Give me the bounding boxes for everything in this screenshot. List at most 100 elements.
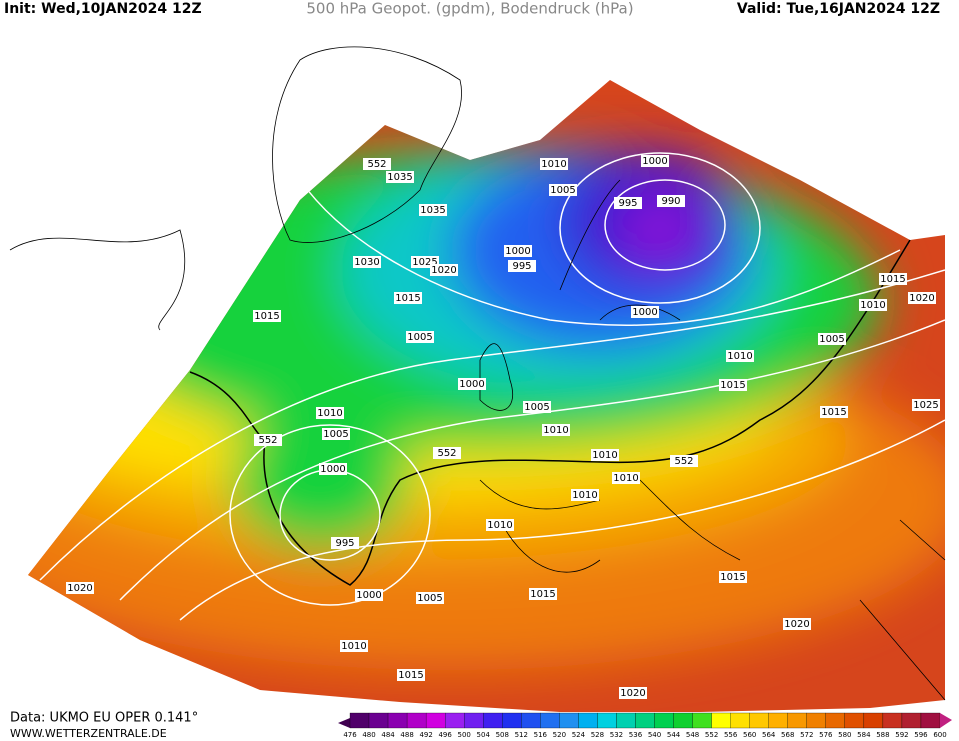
contour-label: 1005 — [550, 185, 575, 196]
contour-label: 1020 — [784, 619, 809, 630]
contour-label-box — [540, 158, 568, 170]
contour-label-box — [406, 331, 434, 343]
colorbar-swatch — [692, 712, 712, 729]
coastlines — [9, 46, 946, 701]
contour-label-box — [726, 350, 754, 362]
colorbar-label: 520 — [553, 731, 566, 739]
contour-label-box — [394, 292, 422, 304]
contour-label-box — [612, 472, 640, 484]
contour-label: 1010 — [341, 641, 366, 652]
colorbar-swatch — [616, 712, 636, 729]
contour-label-box — [908, 292, 936, 304]
contour-label: 1000 — [505, 246, 530, 257]
contour-label: 1010 — [613, 473, 638, 484]
colorbar-label: 544 — [667, 731, 681, 739]
data-source: Data: UKMO EU OPER 0.141° — [10, 711, 198, 726]
contour-label-box — [254, 434, 282, 446]
contour-label-box — [486, 519, 514, 531]
colorbar-label: 500 — [458, 731, 471, 739]
contour-label-box — [619, 687, 647, 699]
contour-label-box — [316, 407, 344, 419]
contour-label: 1015 — [880, 274, 905, 285]
colorbar-swatch — [787, 712, 807, 729]
contour-label-box — [641, 155, 669, 167]
contour-label-box — [719, 379, 747, 391]
contour-label-box — [818, 333, 846, 345]
colorbar-label: 504 — [477, 731, 491, 739]
contour-label-box — [331, 537, 359, 549]
contour-label-box — [504, 245, 532, 257]
colorbar-label: 484 — [381, 731, 395, 739]
colorbar-label: 516 — [534, 731, 548, 739]
contour-label: 1020 — [67, 583, 92, 594]
contour-label: 1015 — [720, 572, 745, 583]
contour-label: 1015 — [530, 589, 555, 600]
contour-label: 1020 — [620, 688, 645, 699]
contour-label: 1005 — [323, 429, 348, 440]
colorbar-label: 568 — [781, 731, 794, 739]
contour-label: 1000 — [632, 307, 657, 318]
contour-label-box — [340, 640, 368, 652]
colorbar-swatch — [521, 712, 541, 729]
contour-label: 1015 — [254, 311, 279, 322]
contour-label: 1015 — [720, 380, 745, 391]
contour-label-box — [397, 669, 425, 681]
contour-label: 1035 — [387, 172, 412, 183]
contour-label: 1025 — [913, 400, 938, 411]
contour-label-box — [859, 299, 887, 311]
contour-label: 1030 — [354, 257, 379, 268]
colorbar-label: 524 — [572, 731, 586, 739]
contour-label: 1000 — [356, 590, 381, 601]
contour-label-box — [523, 401, 551, 413]
colorbar-label: 572 — [800, 731, 813, 739]
colorbar-swatch — [597, 712, 617, 729]
colorbar-swatch — [730, 712, 750, 729]
colorbar-swatch — [882, 712, 903, 729]
contour-label: 552 — [367, 159, 386, 170]
contour-label: 1000 — [642, 156, 667, 167]
colorbar-swatch — [901, 712, 922, 729]
colorbar-swatch — [368, 712, 389, 729]
contour-label: 552 — [437, 448, 456, 459]
colorbar-swatch — [425, 712, 446, 729]
colorbar-swatch — [559, 712, 579, 729]
colorbar-label: 540 — [648, 731, 661, 739]
colorbar-label: 564 — [762, 731, 776, 739]
contour-label: 1000 — [320, 464, 345, 475]
contour-label-box — [66, 582, 94, 594]
contour-label-box — [433, 447, 461, 459]
colorbar-label: 560 — [743, 731, 756, 739]
map-title: 500 hPa Geopot. (gpdm), Bodendruck (hPa) — [306, 0, 633, 18]
colorbar: 476 480 484 488 492 496 500 504 508 512 516 520 524 5… — [338, 712, 952, 739]
contour-label: 990 — [661, 196, 680, 207]
contour-label: 1015 — [398, 670, 423, 681]
contour-label: 1010 — [592, 450, 617, 461]
contour-label-box — [458, 378, 486, 390]
contour-label: 552 — [674, 456, 693, 467]
colorbar-swatch — [387, 712, 408, 729]
contour-label: 995 — [512, 261, 531, 272]
contour-label-box — [912, 399, 940, 411]
colorbar-label: 512 — [515, 731, 528, 739]
colorbar-swatch — [483, 712, 503, 729]
colorbar-label: 552 — [705, 731, 718, 739]
colorbar-arrow — [940, 713, 952, 728]
contour-label-box — [253, 310, 281, 322]
colorbar-label: 584 — [857, 731, 871, 739]
contour-label-box — [542, 424, 570, 436]
contour-label: 1010 — [572, 490, 597, 501]
contour-label: 1010 — [543, 425, 568, 436]
colorbar-swatch — [825, 712, 845, 729]
contour-label: 1005 — [524, 402, 549, 413]
colorbar-label: 596 — [914, 731, 928, 739]
colorbar-label: 476 — [343, 731, 357, 739]
colorbar-swatch — [445, 712, 465, 729]
contour-label-box — [879, 273, 907, 285]
colorbar-label: 556 — [724, 731, 738, 739]
contour-label: 552 — [258, 435, 277, 446]
contour-label: 1010 — [541, 159, 566, 170]
colorbar-swatch — [844, 712, 865, 729]
